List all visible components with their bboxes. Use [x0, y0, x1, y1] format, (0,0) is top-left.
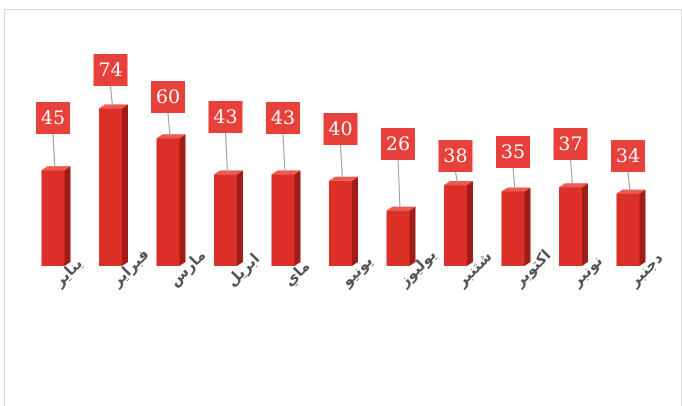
leader-line	[340, 144, 343, 179]
value-label: 74	[98, 59, 122, 81]
bar-side	[582, 183, 588, 266]
value-label: 37	[558, 133, 582, 155]
leader-line	[397, 159, 401, 209]
bar-top	[41, 166, 71, 171]
value-label-box	[553, 128, 588, 160]
value-label-box	[208, 101, 243, 133]
bar-front	[214, 174, 237, 266]
leader-line	[225, 132, 228, 173]
bar-front	[386, 210, 410, 266]
bar-front	[616, 193, 640, 266]
value-label: 40	[328, 118, 352, 140]
bar-front	[271, 174, 295, 266]
bar-top	[156, 134, 186, 139]
bar-side	[237, 170, 243, 266]
leader-line	[282, 133, 286, 173]
bar-side	[179, 134, 186, 266]
bar	[444, 181, 473, 266]
bar-front	[444, 185, 467, 266]
bar	[271, 170, 301, 266]
bar-top	[616, 189, 646, 194]
bar	[329, 176, 358, 266]
bar-top	[386, 206, 416, 211]
bar-side	[467, 181, 473, 266]
value-label-box	[611, 140, 645, 172]
bar	[559, 183, 588, 266]
value-label-box	[93, 54, 128, 86]
value-label-box	[36, 102, 70, 134]
bar-front	[501, 191, 525, 266]
value-label: 34	[616, 145, 640, 167]
bar	[156, 134, 186, 266]
leader-line	[627, 171, 631, 192]
bar-side	[294, 170, 301, 266]
value-label: 43	[213, 106, 237, 128]
value-label-box	[323, 113, 358, 145]
value-label-box	[266, 102, 300, 134]
bar-side	[409, 206, 416, 266]
bar-top	[559, 183, 588, 188]
bar-side	[524, 187, 531, 266]
value-label: 35	[501, 141, 525, 163]
bar-side	[639, 189, 646, 266]
bar-front	[156, 138, 180, 266]
bar	[501, 187, 531, 266]
value-label: 26	[386, 133, 410, 155]
bar-top	[271, 170, 301, 175]
bar-top	[501, 187, 531, 192]
value-label-box	[381, 128, 415, 160]
value-label: 60	[156, 86, 180, 108]
leader-line	[110, 85, 113, 107]
bar-front	[41, 170, 65, 266]
leader-line	[52, 133, 56, 169]
bar-top	[99, 104, 128, 109]
bar	[616, 189, 646, 266]
value-label: 43	[271, 107, 295, 129]
leader-line	[512, 167, 516, 190]
bar-side	[122, 104, 128, 266]
bar	[386, 206, 416, 266]
value-label-box	[496, 136, 530, 168]
leader-line	[455, 171, 458, 184]
bar-top	[329, 176, 358, 181]
value-label: 45	[41, 107, 65, 129]
bar	[99, 104, 128, 266]
bar-front	[559, 187, 582, 266]
value-label-box	[438, 140, 473, 172]
bar	[41, 166, 71, 266]
leader-line	[570, 159, 573, 186]
bar-front	[99, 108, 122, 266]
bar-front	[329, 180, 352, 266]
bar-top	[214, 170, 243, 175]
bar	[214, 170, 243, 266]
bar-top	[444, 181, 473, 186]
bar-side	[64, 166, 71, 266]
bar-side	[352, 176, 358, 266]
value-label-box	[151, 81, 185, 113]
leader-line	[167, 112, 171, 137]
value-label: 38	[443, 145, 467, 167]
